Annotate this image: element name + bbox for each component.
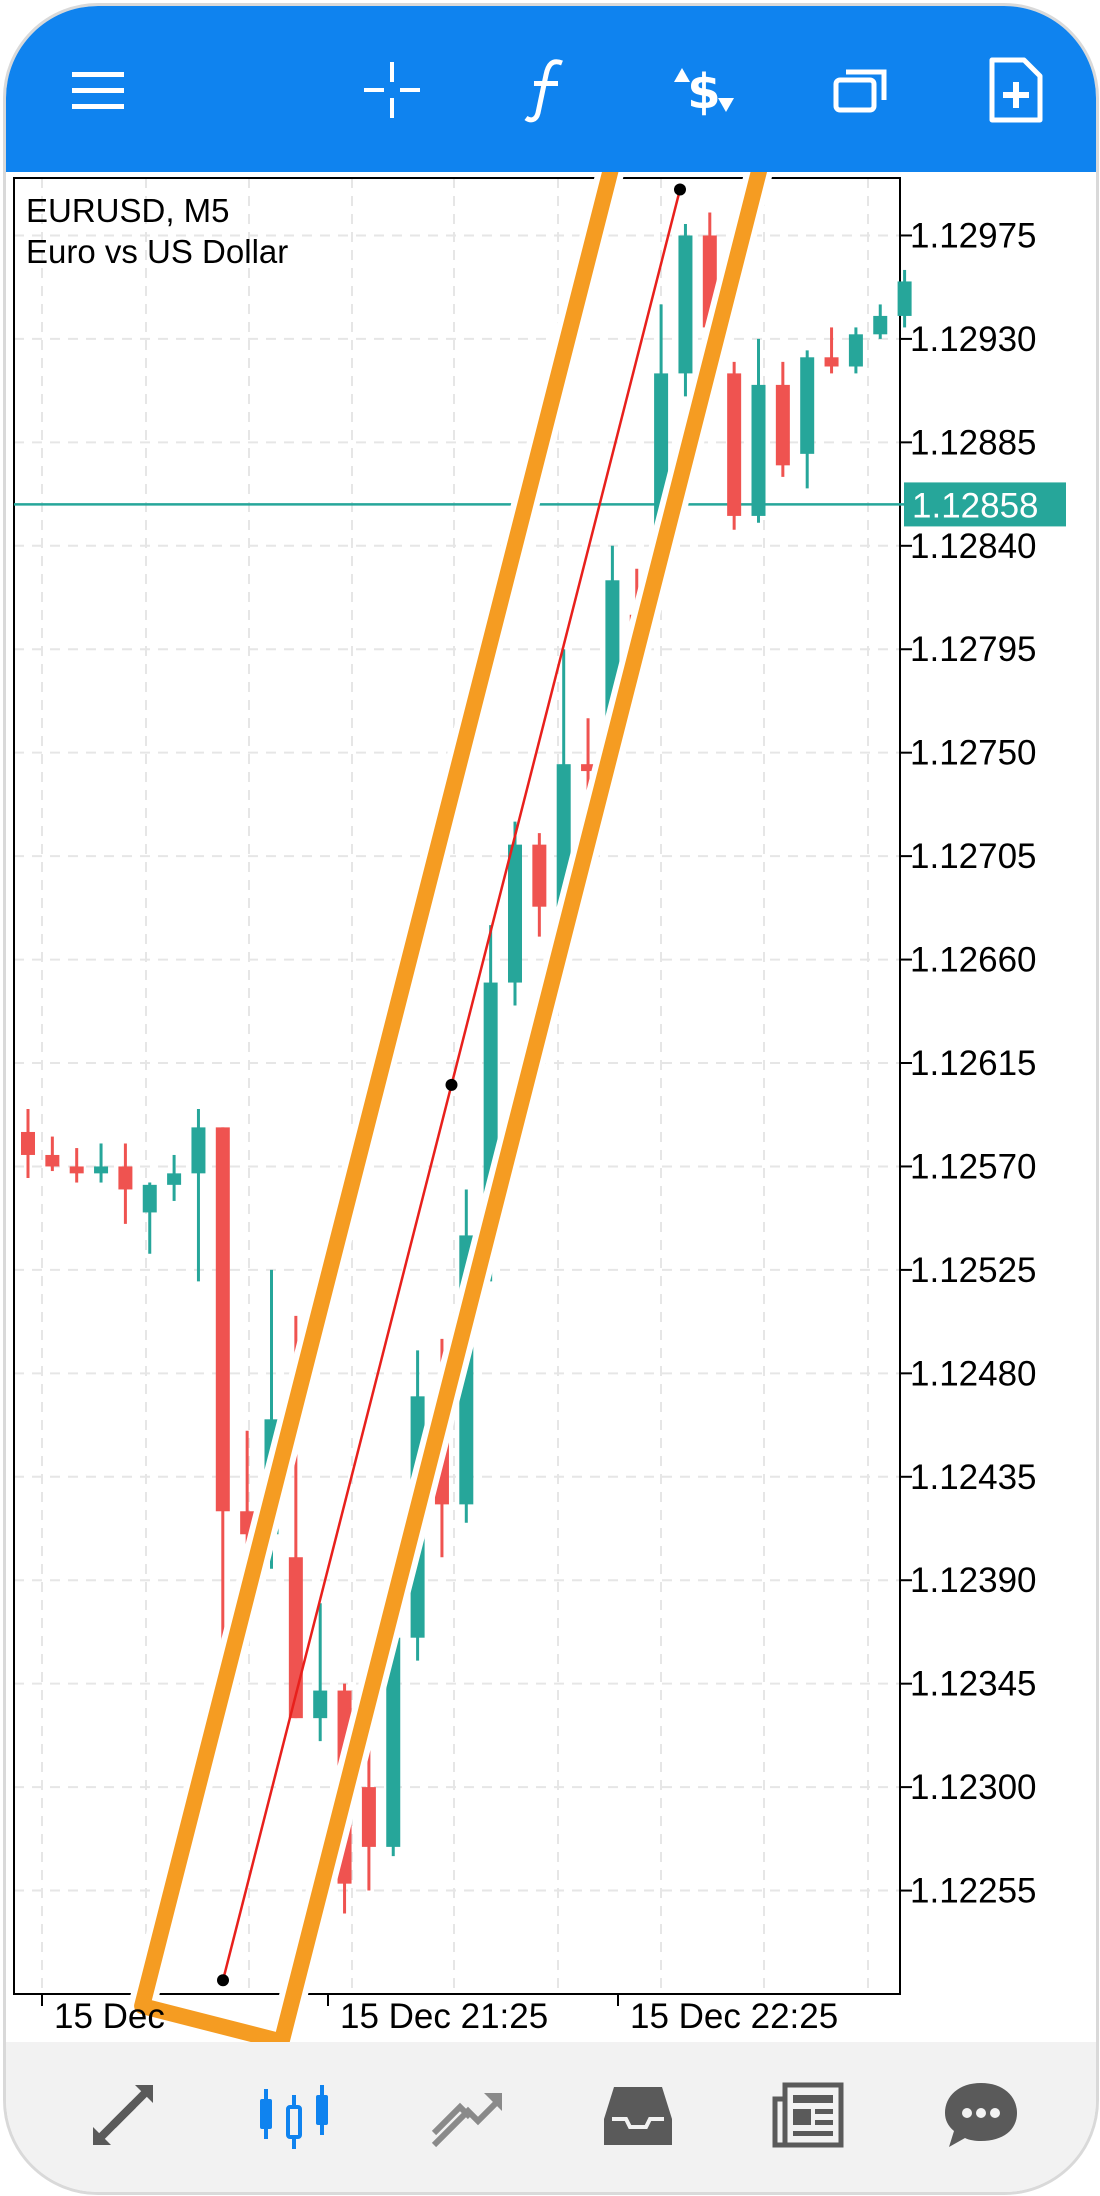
y-tick-label: 1.12795 <box>910 630 1037 669</box>
trade-icon[interactable] <box>421 2070 511 2160</box>
candle-body <box>824 357 839 367</box>
trend-line-handle[interactable] <box>217 1974 229 1987</box>
candle-body <box>167 1173 182 1185</box>
price-axis: 1.12975 1.12930 1.12885 1.12840 1.12795 1.127… <box>900 216 1066 1911</box>
candle-body <box>45 1154 60 1167</box>
candle[interactable] <box>873 304 888 339</box>
y-tick-label: 1.12975 <box>910 216 1037 255</box>
candlestick-chart[interactable]: 1.12975 1.12930 1.12885 1.12840 1.12795 1.127… <box>6 114 1096 2056</box>
symbol-description: Euro vs US Dollar <box>26 233 288 270</box>
y-tick-label: 1.12480 <box>910 1354 1037 1393</box>
current-price-badge: 1.12858 <box>904 482 1066 527</box>
candle[interactable] <box>508 821 522 1006</box>
candle[interactable] <box>848 327 863 374</box>
windows-icon[interactable] <box>820 50 900 130</box>
candle[interactable] <box>313 1603 328 1742</box>
candle[interactable] <box>824 327 839 374</box>
y-tick-label: 1.12435 <box>910 1458 1037 1497</box>
history-icon[interactable] <box>593 2070 683 2160</box>
symbol-label: EURUSD, M5 <box>26 192 230 229</box>
candle-body <box>848 334 863 367</box>
candle[interactable] <box>751 338 766 523</box>
y-tick-label: 1.12390 <box>910 1561 1037 1600</box>
candle-body <box>142 1184 157 1213</box>
chart-area[interactable]: 1.12975 1.12930 1.12885 1.12840 1.12795 1.127… <box>6 114 1096 2056</box>
crosshair-icon[interactable] <box>352 50 432 130</box>
plot-frame <box>13 177 901 1995</box>
candle[interactable] <box>532 833 547 937</box>
quotes-icon[interactable] <box>78 2070 168 2160</box>
candle-body <box>361 1787 376 1847</box>
candle[interactable] <box>191 1108 206 1282</box>
x-tick-label: 15 Dec 21:25 <box>340 1997 548 2036</box>
candle-body <box>386 1637 401 1847</box>
current-price-badge-bg <box>904 482 1066 527</box>
candle-body <box>21 1131 35 1155</box>
x-tick-label: 15 Dec 22:25 <box>630 1997 838 2036</box>
candle[interactable] <box>142 1182 157 1254</box>
candle-body <box>313 1690 328 1719</box>
function-icon[interactable] <box>508 50 588 130</box>
candle[interactable] <box>94 1143 109 1183</box>
x-tick-label: 15 Dec <box>54 1997 165 2036</box>
candle-body <box>508 844 522 983</box>
candle-body <box>94 1166 109 1174</box>
time-axis: 15 Dec 15 Dec 21:25 15 Dec 22:25 <box>41 1994 838 2036</box>
candle[interactable] <box>800 350 815 489</box>
candle[interactable] <box>897 269 912 328</box>
candle[interactable] <box>727 361 742 530</box>
candle[interactable] <box>215 1127 230 1696</box>
y-tick-label: 1.12255 <box>910 1872 1037 1911</box>
candle-body <box>897 281 912 316</box>
y-tick-label: 1.12660 <box>910 941 1037 980</box>
y-tick-label: 1.12570 <box>910 1147 1037 1186</box>
candle[interactable] <box>69 1148 84 1183</box>
y-tick-label: 1.12840 <box>910 527 1037 566</box>
trade-icon[interactable]: $ <box>664 50 744 130</box>
candle[interactable] <box>118 1143 133 1224</box>
y-tick-label: 1.12615 <box>910 1044 1037 1083</box>
y-tick-label: 1.12525 <box>910 1251 1037 1290</box>
candle-body <box>751 384 766 516</box>
candle-body <box>775 384 790 466</box>
candle-body <box>873 315 888 335</box>
candle-body <box>215 1127 230 1512</box>
phone-frame: $ 1.12975 1.12930 1.12885 1.12840 1.12795 1.1… <box>3 3 1099 2195</box>
add-document-icon[interactable] <box>976 50 1056 130</box>
candle[interactable] <box>45 1136 60 1172</box>
svg-text:$: $ <box>687 64 720 120</box>
trend-line-handle[interactable] <box>674 183 686 196</box>
candle-body <box>532 844 547 907</box>
bottom-navigation <box>6 2042 1096 2192</box>
y-tick-label: 1.12345 <box>910 1665 1037 1704</box>
candle-body <box>727 373 742 516</box>
chart-grid <box>14 178 900 1994</box>
news-icon[interactable] <box>764 2070 854 2160</box>
y-tick-label: 1.12930 <box>910 320 1037 359</box>
top-toolbar: $ <box>6 6 1096 172</box>
trend-line-handle[interactable] <box>445 1078 458 1091</box>
current-price-value: 1.12858 <box>912 486 1039 525</box>
candle-body <box>118 1166 133 1190</box>
candle-body <box>800 357 815 454</box>
y-tick-label: 1.12750 <box>910 734 1037 773</box>
candle[interactable] <box>167 1154 182 1201</box>
y-tick-label: 1.12885 <box>910 423 1037 462</box>
candle-body <box>678 235 693 374</box>
candle-body <box>581 764 596 772</box>
chat-icon[interactable] <box>936 2070 1026 2160</box>
chart-icon[interactable] <box>249 2070 339 2160</box>
candle[interactable] <box>678 223 693 397</box>
candle-body <box>191 1127 206 1174</box>
candle-body <box>69 1166 84 1174</box>
menu-icon[interactable] <box>58 50 138 130</box>
candle[interactable] <box>21 1108 35 1178</box>
y-tick-label: 1.12705 <box>910 837 1037 876</box>
y-tick-label: 1.12300 <box>910 1768 1037 1807</box>
candle[interactable] <box>775 361 790 477</box>
